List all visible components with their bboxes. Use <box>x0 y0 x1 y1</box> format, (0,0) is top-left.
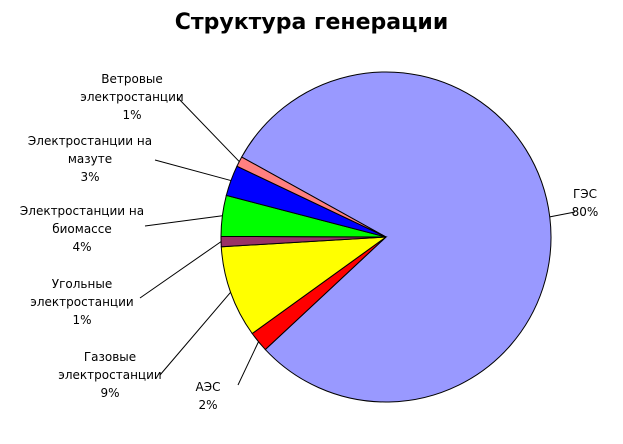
leader-line <box>177 97 240 162</box>
leader-line <box>549 211 576 218</box>
chart-title: Структура генерации <box>174 10 449 35</box>
leader-line <box>237 341 259 386</box>
leader-line <box>139 241 222 299</box>
leader-line <box>159 292 231 376</box>
category-label: Угольные электростанции <box>30 277 134 309</box>
value-label: 2% <box>198 398 218 412</box>
slice-label: Ветровые электростанции 1% <box>67 70 197 124</box>
pie-slice <box>220 236 388 335</box>
slice-label: Электростанции на биомассе 4% <box>7 202 157 256</box>
leader-line <box>144 215 223 227</box>
value-label: 9% <box>100 386 120 400</box>
slice-label: Угольные электростанции 1% <box>17 275 147 329</box>
slice-label: ГЭС 80% <box>555 185 615 221</box>
value-label: 80% <box>571 205 599 219</box>
category-label: Электростанции на мазуте <box>27 134 153 166</box>
category-label: ГЭС <box>572 187 598 201</box>
category-label: Электростанции на биомассе <box>19 204 145 236</box>
pie-slice <box>236 156 387 238</box>
value-label: 3% <box>80 170 100 184</box>
value-label: 1% <box>122 108 142 122</box>
value-label: 4% <box>72 240 92 254</box>
leader-line <box>154 159 232 182</box>
slice-label: АЭС 2% <box>178 378 238 414</box>
slice-label: Электростанции на мазуте 3% <box>20 132 160 186</box>
value-label: 1% <box>72 313 92 327</box>
category-label: АЭС <box>195 380 221 394</box>
category-label: Ветровые электростанции <box>80 72 184 104</box>
category-label: Газовые электростанции <box>58 350 162 382</box>
slice-label: Газовые электростанции 9% <box>45 348 175 402</box>
